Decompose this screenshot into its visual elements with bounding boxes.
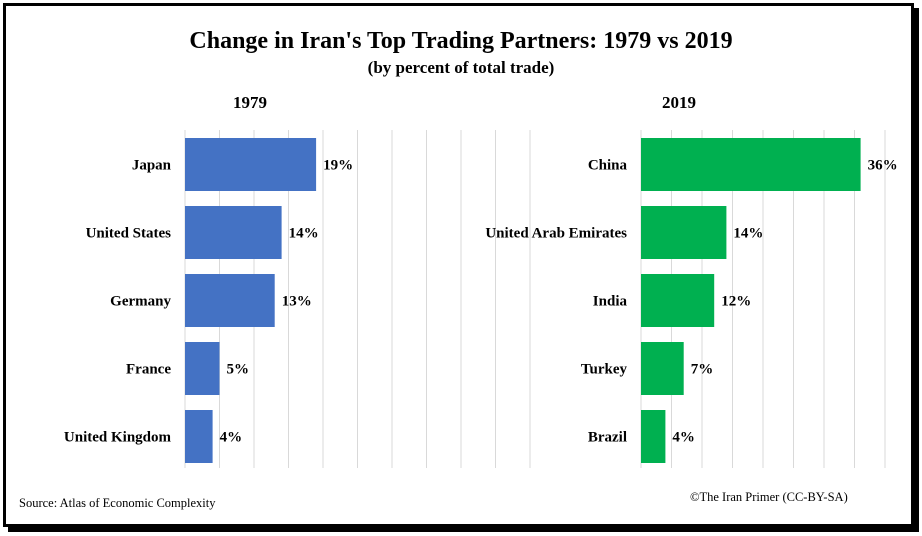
data-label-2019-2: 12% xyxy=(721,294,751,310)
category-label-2019-0: China xyxy=(588,158,628,174)
category-label-2019-3: Turkey xyxy=(581,362,628,378)
bar-2019-4 xyxy=(641,410,666,463)
data-label-2019-0: 36% xyxy=(868,158,898,174)
data-label-1979-1: 14% xyxy=(289,226,319,242)
chart-subtitle: (by percent of total trade) xyxy=(367,58,555,77)
data-label-1979-3: 5% xyxy=(227,362,250,378)
chart-title: Change in Iran's Top Trading Partners: 1… xyxy=(189,28,733,54)
data-label-2019-4: 4% xyxy=(672,430,695,446)
data-label-1979-4: 4% xyxy=(220,430,243,446)
chart-border xyxy=(3,3,914,527)
source-note: Source: Atlas of Economic Complexity xyxy=(19,496,216,510)
bar-1979-0 xyxy=(185,138,317,191)
bar-1979-1 xyxy=(185,206,282,259)
category-label-1979-1: United States xyxy=(86,226,172,242)
bar-1979-4 xyxy=(185,410,213,463)
data-label-2019-1: 14% xyxy=(733,226,763,242)
panel-title-2019: 2019 xyxy=(662,93,696,112)
category-label-2019-2: India xyxy=(593,294,628,310)
bar-2019-1 xyxy=(641,206,727,259)
credit-note: ©The Iran Primer (CC-BY-SA) xyxy=(690,490,848,504)
category-label-1979-3: France xyxy=(126,362,171,378)
category-label-1979-0: Japan xyxy=(132,158,172,174)
data-label-1979-0: 19% xyxy=(323,158,353,174)
category-label-1979-2: Germany xyxy=(110,294,171,310)
bar-2019-2 xyxy=(641,274,715,327)
data-label-1979-2: 13% xyxy=(282,294,312,310)
bar-1979-2 xyxy=(185,274,275,327)
category-label-2019-4: Brazil xyxy=(588,430,627,446)
bar-2019-3 xyxy=(641,342,684,395)
category-label-1979-4: United Kingdom xyxy=(64,430,172,446)
border-shadow-right xyxy=(914,8,919,530)
data-label-2019-3: 7% xyxy=(691,362,714,378)
category-label-2019-1: United Arab Emirates xyxy=(485,226,627,242)
panel-title-1979: 1979 xyxy=(233,93,267,112)
border-shadow-bottom xyxy=(8,527,919,532)
bar-2019-0 xyxy=(641,138,861,191)
bar-1979-3 xyxy=(185,342,220,395)
